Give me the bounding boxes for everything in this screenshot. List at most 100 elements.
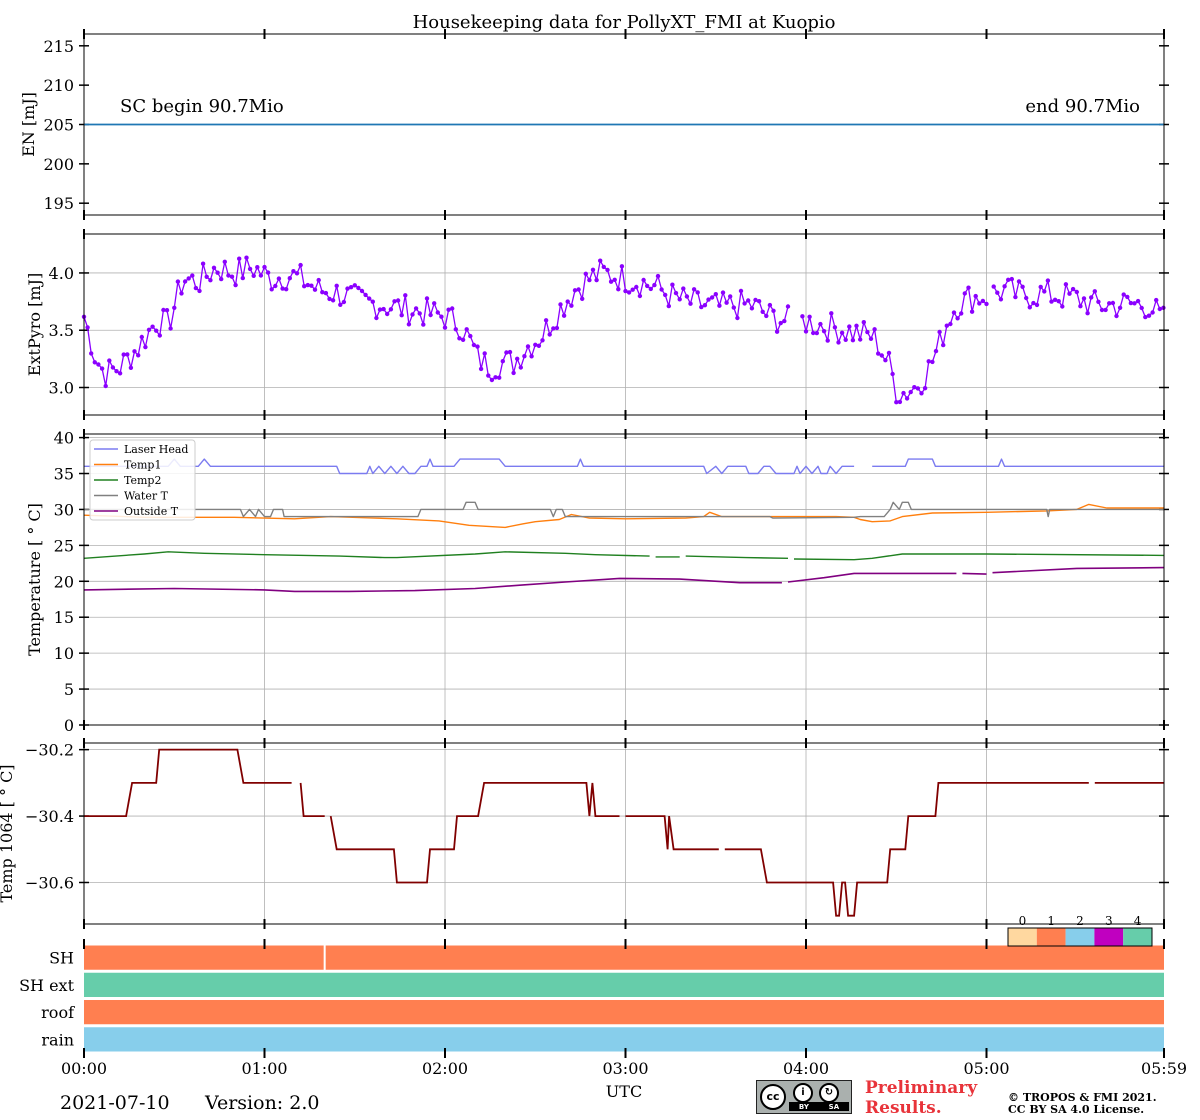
t1064-axis-frame — [83, 742, 1165, 925]
en-annotation-begin: SC begin 90.7Mio — [120, 96, 284, 117]
pyro-point — [529, 354, 534, 359]
pyro-point — [991, 284, 996, 289]
pyro-point — [125, 352, 130, 357]
temp-legend-label: Temp2 — [124, 474, 161, 487]
pyro-point — [1121, 292, 1126, 297]
pyro-point — [139, 334, 144, 340]
temp-legend-label: Outside T — [124, 505, 179, 518]
pyro-point — [561, 313, 567, 318]
pyro-point — [977, 301, 982, 306]
pyro-point — [273, 283, 278, 289]
pyro-point — [811, 330, 816, 336]
pyro-point — [944, 323, 949, 328]
pyro-point — [702, 303, 708, 308]
pyro-point — [92, 360, 98, 365]
pyro-point — [233, 282, 238, 288]
copyright-line2: CC BY SA 4.0 License. — [1008, 1103, 1145, 1116]
t1064-axis-ytick-label: −30.4 — [25, 807, 74, 826]
colorbar-segment-4 — [1123, 928, 1152, 946]
pyro-point — [1110, 300, 1116, 306]
pyro-point — [478, 366, 484, 372]
pyro-point — [284, 287, 289, 292]
pyro-point — [439, 314, 444, 319]
colorbar-segment-3 — [1094, 928, 1124, 946]
pyro-point — [962, 291, 967, 296]
pyro-point — [897, 399, 903, 405]
t1064-series-line — [84, 748, 1164, 917]
x-tick-label: 02:00 — [422, 1059, 468, 1078]
pyro-point — [182, 279, 188, 284]
temp-series-water-t — [84, 501, 1164, 519]
pyro-point — [645, 283, 650, 289]
temp-axis-ytick-label: 30 — [54, 500, 74, 519]
pyro-point — [262, 264, 267, 270]
preliminary-line1: Preliminary — [865, 1078, 978, 1098]
pyro-point — [377, 307, 383, 312]
pyro-point — [814, 330, 819, 336]
pyro-point — [489, 377, 495, 383]
colorbar-frame — [1007, 927, 1153, 947]
pyro-point — [540, 338, 545, 343]
pyro-point — [839, 330, 845, 335]
pyro-point — [652, 282, 657, 288]
cc-license-badge[interactable]: cc i ↻ BY SA — [756, 1080, 852, 1114]
pyro-point — [850, 338, 856, 343]
pyro-point — [103, 383, 108, 389]
footer-date: 2021-07-10 — [60, 1092, 170, 1114]
pyro-point — [973, 293, 978, 299]
pyro-point — [1125, 294, 1130, 300]
pyro-point — [648, 286, 653, 292]
pyro-point — [291, 269, 296, 274]
pyro-point — [1045, 278, 1051, 283]
pyro-point — [879, 353, 884, 358]
cc-by-label: BY — [798, 1102, 809, 1111]
pyro-point — [941, 342, 946, 348]
pyro-point — [533, 342, 538, 347]
en-ylabel: EN [mJ] — [19, 92, 38, 157]
pyro-point — [756, 299, 762, 304]
pyro-point — [717, 303, 722, 308]
pyro-point — [193, 285, 199, 291]
pyro-point — [883, 358, 888, 363]
pyro-point — [764, 313, 769, 319]
pyro-point — [446, 307, 451, 312]
pyro-point — [673, 290, 679, 296]
status-sh-gap — [323, 944, 326, 972]
pyro-point — [1074, 289, 1080, 295]
pyro-point — [980, 298, 986, 304]
pyro-point — [1060, 304, 1065, 309]
pyro-point — [608, 279, 614, 284]
pyro-point — [966, 285, 971, 290]
temp-legend-label: Water T — [124, 490, 169, 503]
colorbar-label: 3 — [1105, 914, 1113, 928]
pyro-point — [894, 400, 899, 405]
pyro-point — [868, 336, 874, 341]
pyro-point — [774, 329, 780, 334]
pyro-point — [471, 342, 477, 348]
status-row-rain — [84, 1027, 1164, 1052]
pyro-point — [1092, 289, 1098, 294]
pyro-point — [558, 302, 563, 307]
pyro-point — [1146, 313, 1152, 318]
temp-series-outside-t — [83, 566, 1165, 593]
pyro-point — [161, 307, 166, 313]
colorbar-segment-1 — [1036, 928, 1066, 946]
pyro-point — [410, 312, 415, 317]
pyro-point — [1135, 298, 1141, 304]
pyro-point — [117, 371, 123, 376]
colorbar-segment-0 — [1008, 928, 1037, 946]
pyro-point — [1034, 302, 1040, 308]
preliminary-note: Preliminary Results. — [865, 1078, 977, 1118]
temp-axis-ytick-label: 40 — [54, 429, 74, 448]
pyro-point — [330, 298, 336, 303]
pyro-point — [706, 297, 711, 302]
pyro-point — [511, 370, 516, 376]
pyro-point — [1139, 305, 1144, 311]
pyro-point — [728, 294, 733, 299]
pyro-point — [1020, 284, 1025, 289]
x-tick-label: 03:00 — [602, 1059, 648, 1078]
x-tick-label: 01:00 — [241, 1059, 287, 1078]
pyro-point — [1154, 297, 1159, 303]
temp-legend: Laser Head Temp1 Temp2 Water T Outside T — [89, 439, 196, 521]
pyro-point — [1006, 277, 1011, 282]
